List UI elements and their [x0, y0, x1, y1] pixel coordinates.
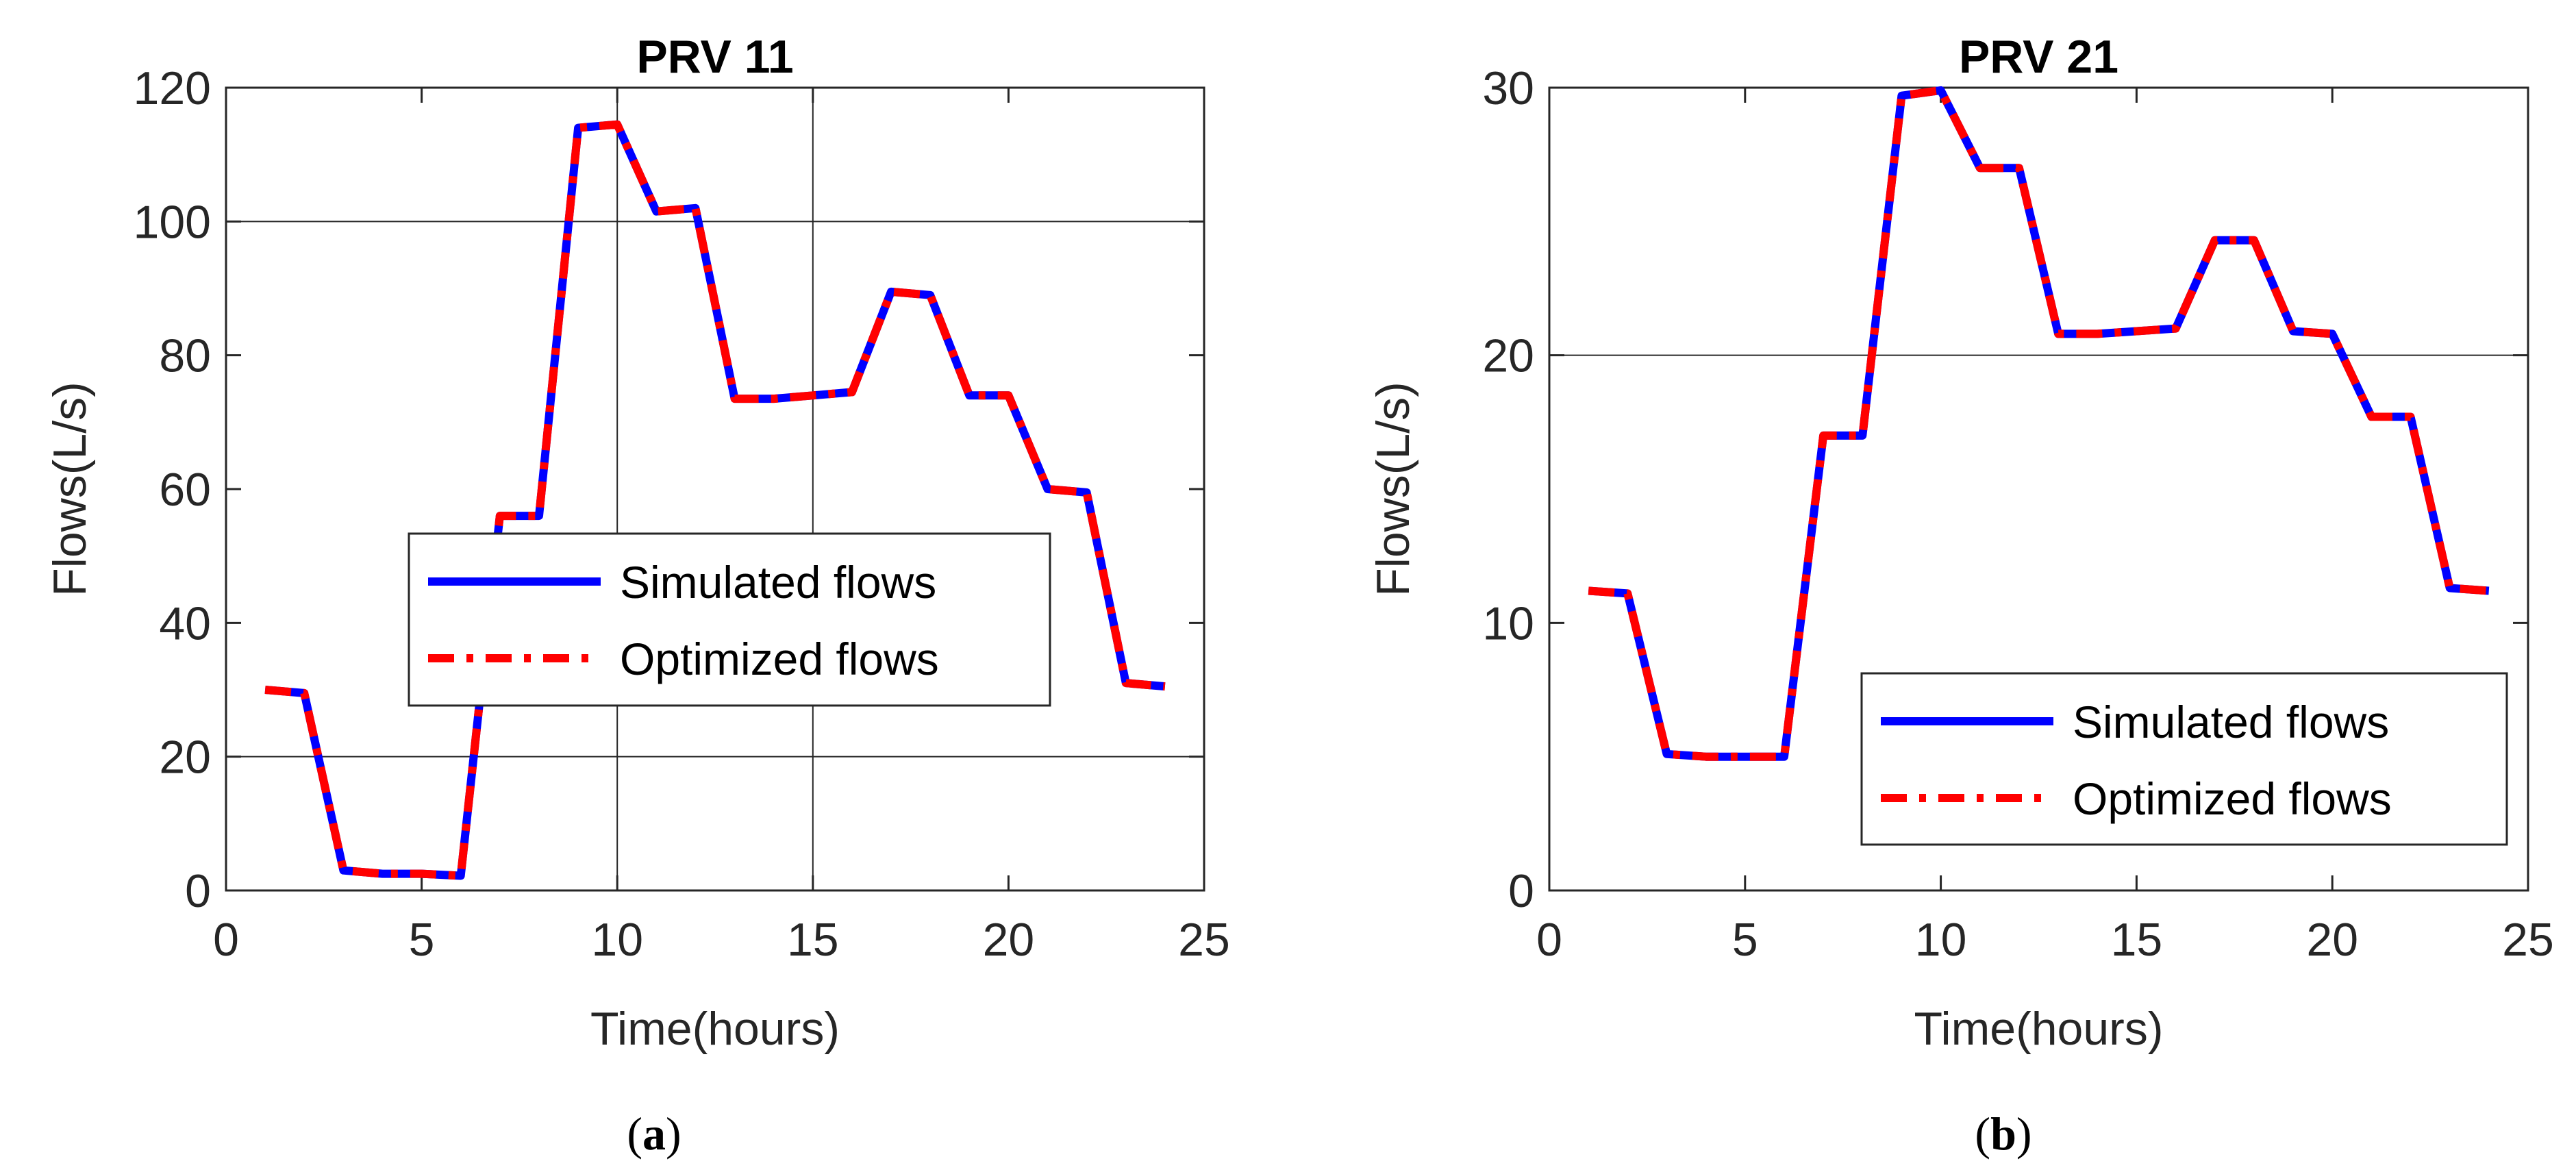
x-tick-label: 0	[1536, 914, 1562, 966]
panel-label: (a)	[627, 1108, 681, 1160]
data-point	[499, 515, 501, 516]
data-point	[2449, 588, 2451, 589]
data-point	[2175, 328, 2177, 329]
data-point	[890, 291, 892, 292]
axes-box	[225, 86, 1205, 892]
data-point	[1901, 95, 1902, 97]
data-point	[1666, 753, 1667, 755]
data-point	[2371, 416, 2372, 418]
data-point	[929, 295, 931, 296]
data-point	[1979, 167, 1981, 169]
x-tick-label: 10	[591, 914, 643, 966]
data-point	[2488, 590, 2490, 591]
data-point	[2292, 331, 2294, 332]
data-point	[1745, 756, 1746, 758]
data-point	[382, 873, 383, 875]
legend: Simulated flows Optimized flows	[408, 532, 1051, 707]
data-point	[1008, 395, 1009, 396]
y-tick-label: 120	[134, 62, 211, 114]
y-tick-label: 30	[1482, 62, 1534, 114]
data-point	[695, 208, 696, 209]
y-tick-label: 80	[159, 330, 211, 382]
data-point	[421, 873, 423, 875]
x-axis-label: Time(hours)	[590, 1003, 840, 1055]
data-point	[577, 127, 579, 129]
legend-label: Optimized flows	[2073, 773, 2392, 824]
series-line-optimized	[1588, 86, 2490, 761]
y-tick-label: 0	[1508, 865, 1534, 917]
series-line-optimized	[264, 120, 1166, 880]
data-point	[773, 398, 775, 399]
x-tick-label: 15	[2111, 914, 2163, 966]
data-point	[342, 870, 344, 871]
legend: Simulated flows Optimized flows	[1860, 672, 2508, 846]
chart-title: PRV 11	[636, 31, 793, 83]
y-axis-label: Flows(L/s)	[44, 382, 96, 597]
data-point	[538, 515, 540, 516]
data-point	[1823, 435, 1824, 436]
data-point	[812, 395, 814, 396]
data-point	[1940, 90, 1942, 91]
data-point	[2018, 167, 2020, 169]
data-point	[2253, 240, 2255, 241]
x-axis-label: Time(hours)	[1914, 1003, 2164, 1055]
chart-panel-b: 0 5 10 15 20 25 0 10 20 30 PRV 21 Time(hours) Flows(…	[1367, 31, 2554, 1160]
x-tick-label: 10	[1915, 914, 1967, 966]
data-point	[1705, 756, 1707, 758]
x-tick-label: 20	[2306, 914, 2358, 966]
data-point	[2058, 333, 2059, 334]
panel-label: (b)	[1975, 1108, 2031, 1160]
data-point	[851, 391, 853, 392]
legend-label: Optimized flows	[620, 634, 939, 684]
y-tick-label: 10	[1482, 597, 1534, 649]
data-point	[1164, 686, 1166, 687]
data-point	[2410, 416, 2412, 418]
legend-box	[408, 532, 1051, 707]
y-tick-label: 100	[134, 196, 211, 248]
data-point	[2214, 240, 2216, 241]
x-tick-label: 20	[983, 914, 1035, 966]
y-tick-label: 40	[159, 597, 211, 649]
data-point	[2136, 331, 2137, 332]
axes-box	[1548, 86, 2529, 892]
data-point	[1784, 756, 1785, 758]
data-point	[460, 875, 462, 877]
data-point	[1862, 435, 1863, 436]
chart-title: PRV 21	[1959, 31, 2118, 83]
y-tick-label: 20	[159, 732, 211, 784]
data-point	[1086, 492, 1088, 493]
data-point	[655, 211, 657, 212]
y-tick-label: 0	[185, 865, 211, 917]
data-point	[264, 689, 266, 690]
data-point	[616, 124, 618, 125]
y-axis-label: Flows(L/s)	[1367, 382, 1419, 597]
data-point	[1627, 593, 1628, 594]
x-tick-label: 25	[1178, 914, 1230, 966]
data-point	[1047, 488, 1049, 490]
legend-label: Simulated flows	[620, 557, 936, 608]
data-point	[1588, 590, 1589, 591]
y-tick-label: 20	[1482, 330, 1534, 382]
x-tick-label: 5	[409, 914, 435, 966]
x-tick-label: 0	[213, 914, 239, 966]
x-tick-label: 25	[2502, 914, 2554, 966]
data-point	[968, 395, 970, 396]
chart-panel-a: 0 5 10 15 20 25 0 20 40 60 80 100 120 PRV 11 Time(hour…	[44, 31, 1230, 1160]
data-point	[1125, 682, 1127, 684]
legend-box	[1860, 672, 2508, 846]
x-tick-label: 5	[1732, 914, 1758, 966]
data-point	[734, 398, 736, 399]
legend-label: Simulated flows	[2073, 697, 2389, 747]
data-point	[2097, 333, 2098, 334]
data-point	[303, 693, 305, 694]
y-tick-label: 60	[159, 464, 211, 516]
x-tick-label: 15	[787, 914, 839, 966]
data-point	[2331, 333, 2333, 334]
